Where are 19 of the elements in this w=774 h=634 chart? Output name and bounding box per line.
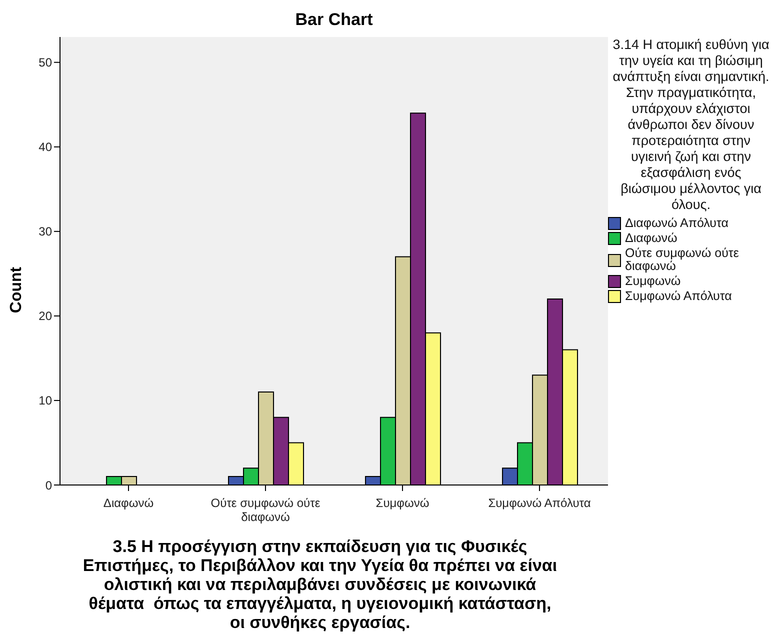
x-tick-label: Συμφωνώ <box>376 496 430 510</box>
x-tick-label: Διαφωνώ <box>103 496 154 510</box>
y-tick-label: 20 <box>38 309 52 324</box>
x-axis-title: 3.5 Η προσέγγιση στην εκπαίδευση για τις Φυσικές Επιστήμες, το Περιβάλλον και την Υγεία θα πρέπει να είναι ολιστική και να περιλαμβάνει συνδέσεις με κοινωνικά θέματα όπως τα επαγγέλματα, η υγειονομική κατάσταση, οι συνθήκες εργασίας. <box>82 537 558 632</box>
legend-label: Ούτε συμφωνώ ούτε διαφωνώ <box>625 246 740 273</box>
legend-label: Συμφωνώ Απόλυτα <box>625 289 732 303</box>
x-tick-label: Ούτε συμφωνώ ούτε διαφωνώ <box>210 496 321 524</box>
y-axis-title: Count <box>8 266 26 314</box>
y-tick-label: 30 <box>38 224 52 239</box>
y-tick-label: 40 <box>38 140 52 154</box>
y-tick-label: 0 <box>45 478 52 492</box>
legend-label: Διαφωνώ <box>625 231 678 245</box>
text: 3.14 Η ατομική ευθύνη για την υγεία και τη βιώσιμη ανάπτυξη είναι σημαντική. Στην πραγματικότητα, υπάρχουν ελάχιστοι άνθρωποι δεν δίνουν προτεραιότητα στην υγιεινή ζωή και στην εξασφάλιση ενός βιώσιμου μέλλοντος για όλους. <box>612 37 770 212</box>
y-tick-label: 10 <box>38 394 52 408</box>
legend-label: Διαφωνώ Απόλυτα <box>625 216 728 230</box>
x-tick-label: Συμφωνώ Απόλυτα <box>488 496 591 510</box>
y-tick-label: 50 <box>38 56 52 70</box>
chart-title: Bar Chart <box>294 10 374 30</box>
legend-label: Συμφωνώ <box>625 274 681 288</box>
